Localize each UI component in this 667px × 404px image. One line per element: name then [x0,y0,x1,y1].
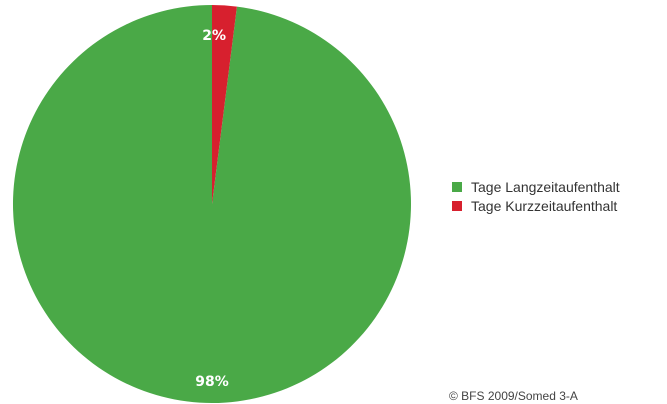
pie-slice-langzeitaufenthalt [12,5,411,403]
legend: Tage Langzeitaufenthalt Tage Kurzzeitauf… [452,177,620,215]
data-label-kurzzeitaufenthalt: 2% [202,28,226,44]
pie-data-labels: 98% 2% [195,28,229,390]
legend-label-kurzzeitaufenthalt: Tage Kurzzeitaufenthalt [471,197,618,214]
legend-label-langzeitaufenthalt: Tage Langzeitaufenthalt [471,178,620,195]
pie-slice-kurzzeitaufenthalt [212,5,237,204]
legend-swatch-kurzzeitaufenthalt [452,200,462,211]
data-label-langzeitaufenthalt: 98% [195,374,229,390]
legend-item-langzeitaufenthalt: Tage Langzeitaufenthalt [452,177,620,196]
legend-item-kurzzeitaufenthalt: Tage Kurzzeitaufenthalt [452,196,620,215]
pie-slices [12,5,411,403]
source-note: © BFS 2009/Somed 3-A [449,389,578,403]
legend-swatch-langzeitaufenthalt [452,181,462,192]
